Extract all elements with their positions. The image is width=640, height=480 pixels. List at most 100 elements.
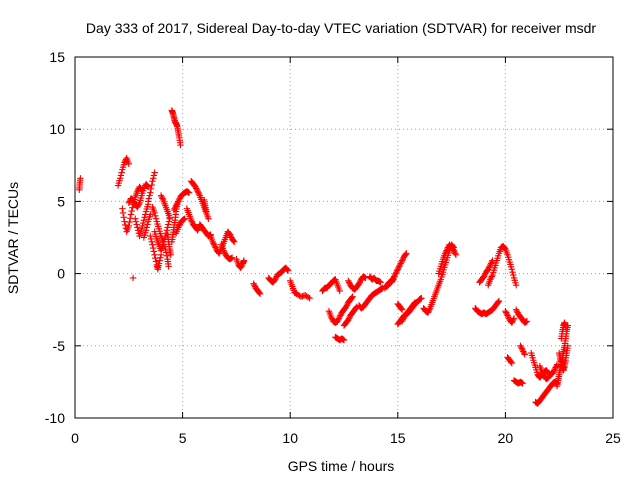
- data-point: [441, 250, 449, 257]
- data-point: [335, 316, 342, 324]
- data-point: [193, 185, 200, 192]
- data-point: [550, 368, 557, 375]
- data-point: [495, 297, 503, 305]
- data-point: [151, 209, 158, 217]
- data-point: [284, 267, 292, 274]
- data-point: [195, 190, 203, 198]
- data-point: [505, 313, 512, 321]
- data-point: [188, 216, 195, 224]
- data-point: [157, 192, 165, 199]
- data-point: [159, 195, 166, 202]
- data-point: [163, 252, 171, 259]
- data-point: [411, 299, 419, 306]
- data-point: [165, 221, 172, 228]
- x-tick-label: 15: [390, 430, 406, 446]
- data-point: [509, 268, 516, 276]
- data-point: [192, 183, 199, 191]
- data-point: [165, 218, 173, 225]
- data-point: [538, 368, 546, 375]
- data-point: [399, 316, 407, 324]
- data-point: [390, 274, 397, 282]
- data-point: [203, 208, 210, 215]
- data-point: [240, 257, 248, 264]
- data-point: [551, 365, 559, 373]
- data-point: [426, 306, 433, 313]
- data-point: [418, 294, 425, 302]
- data-point: [147, 232, 154, 240]
- data-point: [126, 218, 133, 226]
- data-point: [151, 169, 158, 176]
- data-point: [134, 202, 142, 209]
- data-point: [128, 207, 135, 215]
- data-point: [519, 346, 526, 354]
- data-point: [284, 266, 291, 273]
- data-point: [550, 367, 558, 374]
- data-point: [166, 214, 173, 221]
- data-point: [148, 181, 155, 189]
- data-point: [488, 273, 495, 280]
- y-axis-label: SDTVAR / TECUs: [5, 182, 21, 294]
- data-point: [336, 287, 343, 295]
- y-tick-label: -5: [53, 338, 66, 354]
- data-point: [171, 205, 178, 212]
- data-point: [502, 309, 510, 316]
- data-point: [402, 251, 409, 258]
- data-point: [173, 201, 181, 208]
- y-tick-label: -10: [45, 410, 65, 426]
- data-point: [508, 266, 516, 273]
- x-tick-label: 25: [605, 430, 621, 446]
- data-point: [480, 273, 488, 280]
- data-point: [193, 186, 201, 194]
- data-point: [226, 231, 234, 238]
- x-tick-label: 10: [282, 430, 298, 446]
- data-point: [149, 175, 157, 182]
- data-point: [495, 298, 502, 306]
- data-point: [125, 199, 132, 207]
- data-point: [149, 177, 156, 185]
- data-point: [507, 358, 515, 366]
- data-point: [132, 218, 140, 225]
- data-point: [133, 221, 140, 228]
- data-point: [181, 215, 188, 222]
- data-point: [485, 264, 493, 272]
- data-point: [549, 370, 556, 377]
- data-point: [345, 315, 353, 322]
- data-point: [140, 185, 148, 192]
- data-point: [163, 227, 171, 234]
- data-point: [396, 261, 404, 269]
- data-point: [345, 316, 352, 324]
- data-point: [125, 222, 132, 230]
- data-point: [251, 281, 258, 289]
- data-point: [451, 248, 458, 256]
- data-point: [425, 307, 432, 315]
- data-point: [210, 241, 218, 248]
- data-point: [443, 247, 450, 254]
- data-point: [553, 362, 560, 370]
- data-point: [306, 294, 313, 302]
- data-point: [328, 315, 336, 322]
- data-point: [337, 312, 344, 319]
- y-tick-label: 10: [49, 121, 65, 137]
- plot-frame: [74, 56, 614, 419]
- data-point: [271, 276, 279, 283]
- axis-ticks: 0 5 10 15 20 25 -10 -5 0 5 10 15: [45, 49, 621, 446]
- data-point: [175, 222, 183, 230]
- data-point: [134, 188, 141, 195]
- data-point: [398, 306, 406, 313]
- data-point: [205, 215, 212, 222]
- data-point: [517, 342, 524, 349]
- data-point: [152, 212, 159, 220]
- data-point: [139, 222, 146, 230]
- data-point: [510, 315, 518, 322]
- data-point: [150, 248, 158, 255]
- data-point: [139, 219, 147, 227]
- data-point: [162, 229, 170, 237]
- data-point: [481, 271, 488, 279]
- data-point: [377, 279, 384, 286]
- data-point: [211, 242, 219, 250]
- data-point: [142, 227, 150, 234]
- data-point: [174, 199, 181, 207]
- data-point: [356, 279, 363, 286]
- data-point: [392, 270, 399, 277]
